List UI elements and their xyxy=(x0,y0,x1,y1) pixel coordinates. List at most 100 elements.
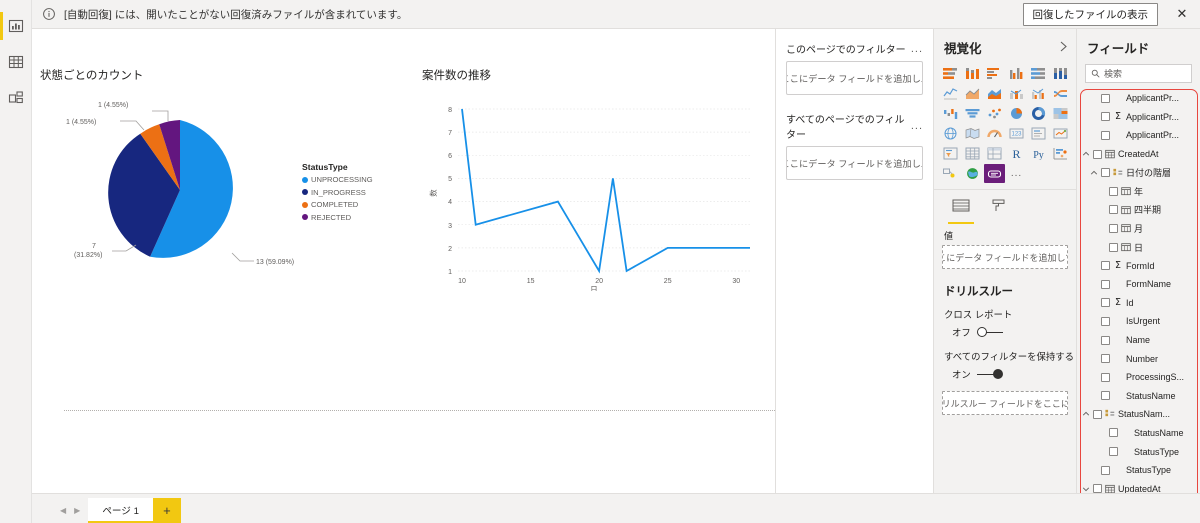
fields-tab[interactable] xyxy=(948,198,974,224)
report-canvas[interactable]: 状態ごとのカウント xyxy=(32,29,776,493)
canvas-surface[interactable]: 状態ごとのカウント xyxy=(32,29,775,493)
ribbon-chart-icon[interactable] xyxy=(1050,84,1071,103)
legend-item-rejected[interactable]: REJECTED xyxy=(302,213,373,222)
matrix-icon[interactable] xyxy=(984,144,1005,163)
field-item[interactable]: 年 xyxy=(1081,182,1196,201)
field-checkbox[interactable] xyxy=(1109,428,1118,438)
python-visual-icon[interactable]: Py xyxy=(1028,144,1049,163)
sidebar-item-model-view[interactable] xyxy=(0,80,32,116)
field-item[interactable]: StatusName xyxy=(1081,387,1196,406)
fields-list[interactable]: ApplicantPr... Σ ApplicantPr... ApplicantPr… xyxy=(1077,89,1200,493)
field-item[interactable]: StatusName xyxy=(1081,424,1196,443)
line-stacked-column-chart-icon[interactable] xyxy=(1006,84,1027,103)
sidebar-item-data-view[interactable] xyxy=(0,44,32,80)
stacked-area-chart-icon[interactable] xyxy=(984,84,1005,103)
field-checkbox[interactable] xyxy=(1101,465,1110,475)
search-input[interactable]: 検索 xyxy=(1085,64,1192,83)
field-checkbox[interactable] xyxy=(1101,130,1110,140)
legend-item-unprocessing[interactable]: UNPROCESSING xyxy=(302,175,373,184)
gauge-icon[interactable] xyxy=(984,124,1005,143)
field-checkbox[interactable] xyxy=(1101,93,1110,103)
field-checkbox[interactable] xyxy=(1101,298,1110,308)
kpi-icon[interactable] xyxy=(1050,124,1071,143)
field-item[interactable]: 月 xyxy=(1081,219,1196,238)
field-checkbox[interactable] xyxy=(1093,149,1102,159)
field-checkbox[interactable] xyxy=(1109,242,1118,252)
values-dropzone[interactable]: ここにデータ フィールドを追加して... xyxy=(942,245,1068,269)
field-checkbox[interactable] xyxy=(1109,186,1118,196)
slicer-icon[interactable] xyxy=(940,144,961,163)
more-options-icon[interactable]: ... xyxy=(910,120,923,132)
field-checkbox[interactable] xyxy=(1101,316,1110,326)
table-icon[interactable] xyxy=(962,144,983,163)
stacked-bar-chart-icon[interactable] xyxy=(940,64,961,83)
chevron-right-icon[interactable] xyxy=(1059,41,1068,55)
field-checkbox[interactable] xyxy=(1093,484,1102,493)
key-influencers-icon[interactable] xyxy=(1050,144,1071,163)
field-item[interactable]: StatusNam... xyxy=(1081,405,1196,424)
visual-line-chart[interactable]: 案件数の推移 xyxy=(422,67,775,297)
paginated-report-icon[interactable] xyxy=(984,164,1005,183)
field-item[interactable]: FormName xyxy=(1081,275,1196,294)
clustered-bar-chart-icon[interactable] xyxy=(984,64,1005,83)
sidebar-item-report-view[interactable] xyxy=(0,8,32,44)
clustered-column-chart-icon[interactable] xyxy=(1006,64,1027,83)
card-icon[interactable]: 123 xyxy=(1006,124,1027,143)
100-stacked-bar-chart-icon[interactable] xyxy=(1028,64,1049,83)
scatter-chart-icon[interactable] xyxy=(984,104,1005,123)
legend-item-in-progress[interactable]: IN_PROGRESS xyxy=(302,188,373,197)
legend-item-completed[interactable]: COMPLETED xyxy=(302,200,373,209)
field-checkbox[interactable] xyxy=(1101,261,1110,271)
field-item[interactable]: 日付の階層 xyxy=(1081,163,1196,182)
filter-dropzone-all-pages[interactable]: ここにデータ フィールドを追加し... xyxy=(786,146,923,180)
more-visuals-icon[interactable]: ... xyxy=(1010,168,1023,179)
stacked-column-chart-icon[interactable] xyxy=(962,64,983,83)
waterfall-chart-icon[interactable] xyxy=(940,104,961,123)
treemap-icon[interactable] xyxy=(1050,104,1071,123)
field-item[interactable]: 日 xyxy=(1081,238,1196,257)
field-item[interactable]: ApplicantPr... xyxy=(1081,89,1196,108)
field-item[interactable]: Number xyxy=(1081,349,1196,368)
area-chart-icon[interactable] xyxy=(962,84,983,103)
field-checkbox[interactable] xyxy=(1101,372,1110,382)
field-checkbox[interactable] xyxy=(1109,447,1118,457)
add-page-button[interactable]: + xyxy=(152,498,181,523)
100-stacked-column-chart-icon[interactable] xyxy=(1050,64,1071,83)
field-checkbox[interactable] xyxy=(1109,205,1118,215)
close-icon[interactable]: ✕ xyxy=(1176,6,1188,21)
filled-map-icon[interactable] xyxy=(962,124,983,143)
drillthrough-dropzone[interactable]: ドリルスルー フィールドをここに... xyxy=(942,391,1068,415)
field-checkbox[interactable] xyxy=(1101,354,1110,364)
field-item[interactable]: ApplicantPr... xyxy=(1081,126,1196,145)
donut-chart-icon[interactable] xyxy=(1028,104,1049,123)
field-item[interactable]: ProcessingS... xyxy=(1081,368,1196,387)
page-tab-1[interactable]: ページ 1 xyxy=(88,498,153,523)
field-item[interactable]: UpdatedAt xyxy=(1081,479,1196,493)
field-item[interactable]: Name xyxy=(1081,331,1196,350)
multi-row-card-icon[interactable] xyxy=(1028,124,1049,143)
more-options-icon[interactable]: ... xyxy=(910,42,923,55)
field-item[interactable]: CreatedAt xyxy=(1081,145,1196,164)
field-checkbox[interactable] xyxy=(1101,168,1110,178)
field-item[interactable]: Σ Id xyxy=(1081,294,1196,313)
keep-filters-toggle-row[interactable]: オン xyxy=(934,367,1076,391)
field-checkbox[interactable] xyxy=(1101,112,1110,122)
field-item[interactable]: StatusType xyxy=(1081,461,1196,480)
format-tab[interactable] xyxy=(986,198,1012,224)
chevron-up-icon[interactable] xyxy=(1081,150,1090,158)
line-clustered-column-chart-icon[interactable] xyxy=(1028,84,1049,103)
decomposition-tree-icon[interactable] xyxy=(940,164,961,183)
cross-report-toggle-row[interactable]: オフ xyxy=(934,325,1076,349)
chevron-up-icon[interactable] xyxy=(1081,410,1090,418)
field-item[interactable]: Σ ApplicantPr... xyxy=(1081,108,1196,127)
field-checkbox[interactable] xyxy=(1093,409,1102,419)
arcgis-maps-icon[interactable] xyxy=(962,164,983,183)
field-item[interactable]: IsUrgent xyxy=(1081,312,1196,331)
line-chart-icon[interactable] xyxy=(940,84,961,103)
field-checkbox[interactable] xyxy=(1109,223,1118,233)
field-checkbox[interactable] xyxy=(1101,391,1110,401)
map-icon[interactable] xyxy=(940,124,961,143)
field-checkbox[interactable] xyxy=(1101,335,1110,345)
keep-filters-toggle[interactable] xyxy=(976,368,1003,380)
field-item[interactable]: Σ FormId xyxy=(1081,256,1196,275)
